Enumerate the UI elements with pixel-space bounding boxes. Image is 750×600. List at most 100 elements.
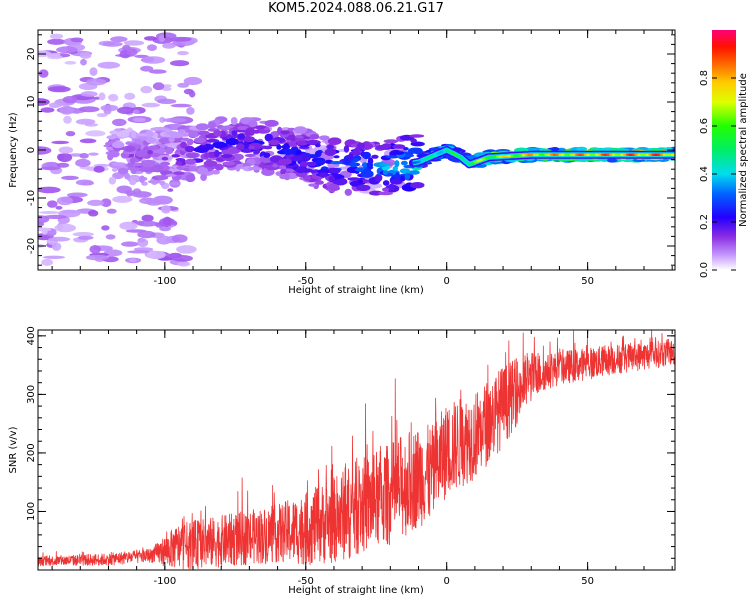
noise-blob [106, 208, 117, 214]
colorbar-tick-label: 0.2 [699, 214, 710, 230]
noise-blob [122, 44, 131, 52]
noise-blob [140, 85, 153, 94]
noise-blob [177, 51, 189, 56]
snr-ticks: -100 -50 0 50 100 200 300 400 [26, 326, 675, 587]
noise-blob [63, 115, 72, 124]
noise-blob [159, 226, 172, 232]
spectral-blob [180, 141, 187, 149]
noise-blob [85, 130, 106, 137]
noise-blob [100, 104, 119, 112]
spectral-blob [111, 167, 118, 172]
spectral-blob [394, 172, 400, 181]
noise-blob [93, 165, 105, 173]
spectral-blob [164, 147, 174, 155]
spectral-blob [382, 170, 389, 176]
spectral-blob [392, 166, 398, 171]
noise-blob [147, 44, 157, 51]
spectral-blob [263, 145, 273, 150]
spectral-blob [392, 144, 406, 149]
noise-blob [78, 106, 100, 113]
spectral-blob [263, 152, 271, 158]
spectral-blob [272, 163, 279, 168]
colorbar-tick-label: 0.6 [699, 118, 710, 134]
colorbar-ticks: 0.0 0.2 0.4 0.6 0.8 [699, 70, 736, 278]
spectral-blob [333, 155, 340, 159]
noise-blob [384, 150, 391, 157]
noise-blob [77, 235, 94, 240]
spectral-blob [347, 177, 361, 181]
noise-blob [132, 109, 140, 114]
spectral-blob [287, 127, 296, 131]
snr-series-line [38, 330, 675, 570]
spectral-blob [108, 176, 117, 185]
spectral-blob [550, 147, 560, 152]
noise-blob [61, 175, 79, 180]
snr-frame [37, 329, 676, 571]
spectral-blob [124, 172, 131, 180]
noise-blob [105, 234, 116, 240]
spectral-blob [407, 148, 415, 156]
spectral-blob [106, 135, 117, 140]
spectral-blob [247, 166, 263, 171]
spectral-blob [161, 156, 169, 161]
spectral-blob [221, 154, 233, 159]
noise-blob [186, 107, 195, 115]
noise-blob [170, 103, 192, 108]
noise-blob [79, 138, 97, 144]
spectral-blob [632, 158, 646, 162]
noise-blob [86, 78, 107, 86]
spectral-blob [305, 161, 317, 167]
spectral-blob [278, 158, 293, 165]
noise-blob [160, 205, 171, 214]
spectral-blob [149, 152, 161, 158]
spectral-blob [309, 134, 320, 140]
noise-blob [47, 86, 71, 93]
spectral-blob [236, 163, 244, 168]
noise-blob [137, 230, 156, 239]
spectral-blob [362, 151, 371, 160]
spectral-blob [326, 167, 341, 175]
spectral-blob [383, 139, 399, 144]
chart-title: KOM5.2024.088.06.21.G17 [268, 1, 444, 16]
noise-blob [127, 250, 151, 254]
noise-blob [116, 185, 132, 194]
spectral-blob [413, 147, 423, 155]
spectral-blob [319, 172, 328, 178]
spectral-blob [382, 143, 392, 149]
spectral-blob [293, 126, 308, 134]
noise-blob [128, 258, 137, 263]
colorbar-tick-label: 0.4 [699, 166, 710, 182]
spectral-blob [281, 144, 291, 149]
spectral-blob [382, 187, 390, 192]
spectrogram-ytick-label: 0 [26, 147, 37, 153]
snr-xlabel: Height of straight line (km) [288, 585, 424, 596]
spectral-blob [196, 167, 209, 175]
spectral-blob [360, 169, 374, 178]
spectral-blob [327, 183, 340, 191]
spectral-blob [207, 121, 217, 129]
noise-blob [87, 199, 105, 206]
spectral-blob [168, 181, 181, 186]
spectral-blob [203, 152, 210, 159]
spectral-blob [379, 162, 391, 167]
noise-blob [75, 118, 96, 125]
noise-blob [64, 61, 77, 65]
noise-blob [144, 36, 157, 41]
noise-blob [167, 188, 174, 192]
spectral-blob [390, 178, 403, 185]
spectral-blob [147, 145, 159, 151]
spectral-blob [399, 168, 411, 175]
spectral-blob [130, 166, 137, 175]
spectral-blob [200, 173, 208, 181]
spectral-blob [165, 173, 177, 177]
spectral-blob [248, 145, 255, 150]
spectral-blob [111, 162, 127, 167]
spectral-blob [129, 157, 136, 164]
spectral-blob [374, 173, 383, 182]
spectrogram-xtick-label: -100 [153, 276, 176, 287]
noise-blob [170, 60, 190, 67]
spectral-blob [225, 133, 241, 139]
spectral-blob [404, 172, 411, 181]
noise-blob [183, 76, 203, 86]
